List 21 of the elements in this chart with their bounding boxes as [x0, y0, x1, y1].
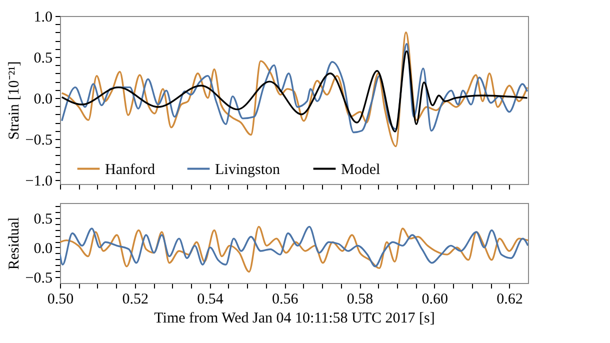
x-tick-label: 0.62 [496, 292, 523, 308]
y-axis-title: Residual [6, 217, 22, 270]
y-tick-label: −0.5 [25, 270, 52, 287]
x-tick-label: 0.56 [272, 292, 299, 308]
y-tick-label: −1.0 [25, 173, 52, 190]
x-axis-title: Time from Wed Jan 04 10:11:58 UTC 2017 [s] [154, 310, 435, 326]
y-tick-label: 1.0 [34, 10, 52, 26]
y-axis-title: Strain [10⁻²¹] [6, 61, 22, 140]
legend-label: Model [341, 162, 380, 178]
legend-label: Livingston [215, 162, 280, 178]
y-tick-label: 0.5 [34, 50, 52, 66]
x-tick-label: 0.54 [197, 292, 224, 308]
y-tick-label: −0.5 [25, 132, 52, 148]
legend-label: Hanford [105, 162, 156, 178]
y-tick-label: 0.0 [34, 91, 52, 108]
x-tick-label: 0.58 [346, 292, 374, 308]
x-tick-label: 0.60 [422, 292, 448, 308]
y-tick-label: 0.0 [34, 240, 52, 257]
x-tick-label: 0.52 [122, 292, 149, 308]
y-tick-label: 0.5 [34, 211, 52, 228]
x-tick-label: 0.50 [47, 292, 74, 308]
